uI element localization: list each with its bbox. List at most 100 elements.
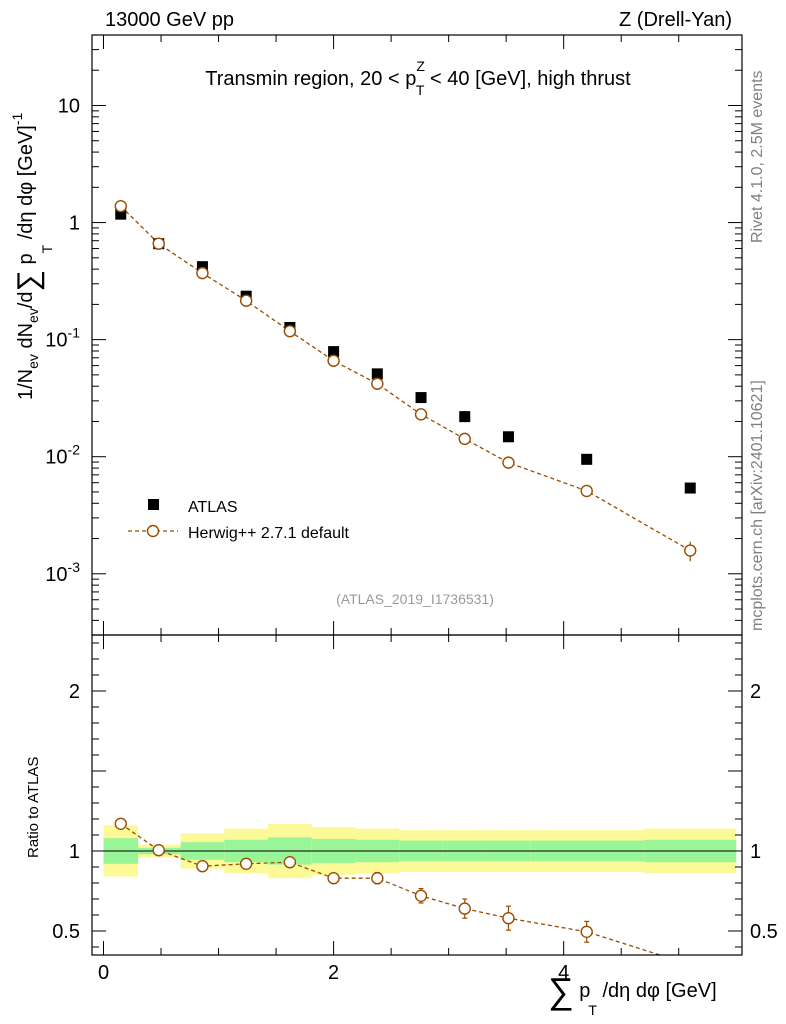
main-ytick-label: 10-3 [45, 559, 80, 586]
main-ytick-base: 1 [69, 213, 80, 235]
title-sub: T [416, 82, 425, 98]
atlas-point [459, 411, 471, 423]
atlas-point [684, 482, 696, 494]
mcplots-label: mcplots.cern.ch [arXiv:2401.10621] [749, 380, 766, 631]
analysis-id: (ATLAS_2019_I1736531) [336, 591, 494, 607]
main-ytick-label: 10 [58, 95, 80, 117]
ratio-ytick-label-left: 1 [69, 841, 80, 863]
mc-dashed-line [120, 205, 691, 552]
mc-line-ratio [120, 823, 663, 955]
atlas-point [415, 392, 427, 404]
mc-point [196, 266, 209, 280]
ratio-ylabel: Ratio to ATLAS [25, 757, 42, 858]
ratio-xtick-label: 2 [328, 962, 339, 984]
ylabel-b: dN [15, 323, 37, 354]
mc-ratio-point [502, 912, 515, 925]
ratio-ytick-labels: 0.5 0.5 1 1 2 2 [52, 681, 778, 943]
title-part-pre: Transmin region, 20 < p [205, 68, 416, 90]
ylabel-sum: ∑ [12, 270, 45, 291]
legend-mc-marker [146, 524, 160, 538]
ratio-ytick-label-left: 2 [69, 681, 80, 703]
mc-ratio-point [458, 902, 471, 915]
main-ytick-label: 1 [69, 213, 80, 235]
atlas-point [371, 368, 383, 380]
main-ytick-label: 10-1 [45, 325, 80, 352]
main-frame [91, 34, 743, 636]
ratio-xtick-label: 0 [98, 962, 109, 984]
legend-data-marker [148, 499, 159, 510]
ratio-frame [91, 634, 743, 956]
main-ytick-exponent: -1 [68, 325, 81, 341]
mc-point [580, 484, 593, 498]
mc-point [114, 199, 127, 213]
main-ytick-base: 10 [45, 564, 67, 586]
mc-point [414, 408, 428, 421]
xlabel-sum: ∑ [548, 970, 574, 1011]
mc-ratio-point [114, 817, 127, 830]
main-ytick-base: 10 [58, 95, 80, 117]
mc-ratio-point [580, 925, 593, 938]
ylabel-b-sub: ev [25, 308, 41, 323]
atlas-point [115, 208, 127, 220]
atlas-point [328, 346, 340, 358]
mc-ratio-point [327, 872, 340, 885]
ratio-ytick-label-left: 0.5 [52, 921, 80, 943]
main-ylabel: 1/Nev dNev/d∑ pT /dη dφ [GeV]-1 [9, 112, 55, 400]
atlas-point [502, 431, 514, 443]
main-ytick-base: 10 [45, 447, 67, 469]
mc-ratio-point [196, 860, 209, 873]
main-title: Transmin region, 20 < pZ T < 40 [GeV], hi… [205, 58, 631, 98]
ylabel-a-sub: ev [25, 354, 41, 369]
legend: ATLAS Herwig++ 2.7.1 default [128, 499, 350, 542]
mc-point [152, 237, 165, 250]
mc-point [371, 377, 384, 390]
ratio-axis-ticks [92, 635, 742, 955]
main-data-points [114, 199, 697, 562]
ylabel-a: 1/N [15, 369, 37, 400]
mc-point [684, 544, 697, 557]
main-ytick-label: 10-2 [45, 442, 80, 469]
title-part-post: < 40 [GeV], high thrust [424, 68, 631, 90]
ratio-xtick-labels: 0 2 4 [98, 962, 569, 984]
ylabel-e-sup: -1 [9, 112, 25, 125]
atlas-point [196, 261, 208, 273]
atlas-point [581, 453, 593, 465]
mc-ratio-point [152, 844, 165, 857]
xlabel-sub: T [588, 1002, 597, 1018]
main-ytick-exponent: -3 [68, 559, 81, 575]
ratio-ytick-label-right: 1 [750, 841, 761, 863]
ylabel-e: /dη dφ [GeV] [15, 125, 37, 245]
mc-ratio-point [414, 889, 428, 902]
main-ytick-exponent: -2 [68, 442, 81, 458]
mc-point [283, 325, 297, 338]
mc-ratio-point [239, 857, 253, 870]
mc-ratio-dashed-line [120, 823, 663, 955]
ratio-ytick-label-right: 0.5 [750, 921, 778, 943]
mc-point [327, 354, 340, 367]
header-right: Z (Drell-Yan) [619, 9, 732, 31]
xlabel-rest: /dη dφ [GeV] [597, 980, 717, 1002]
mc-ratio-point [371, 872, 384, 885]
ylabel-d: p [15, 253, 37, 270]
ylabel-c: /d [15, 291, 37, 308]
xlabel-p: p [574, 980, 591, 1002]
mc-line-main [120, 205, 691, 552]
ratio-xtick-label: 4 [558, 962, 569, 984]
main-axis-ticks [92, 34, 742, 636]
title-sup: Z [416, 58, 425, 74]
ratio-points [114, 817, 593, 943]
ratio-ytick-label-right: 2 [750, 681, 761, 703]
rivet-label: Rivet 4.1.0, 2.5M events [749, 70, 766, 243]
mc-ratio-point [283, 856, 297, 869]
ylabel-d-sub: T [39, 244, 55, 253]
legend-data-label: ATLAS [188, 499, 238, 516]
legend-mc-label: Herwig++ 2.7.1 default [188, 525, 350, 542]
mc-point [502, 456, 515, 469]
header-left: 13000 GeV pp [105, 9, 234, 31]
mc-point [458, 432, 471, 446]
